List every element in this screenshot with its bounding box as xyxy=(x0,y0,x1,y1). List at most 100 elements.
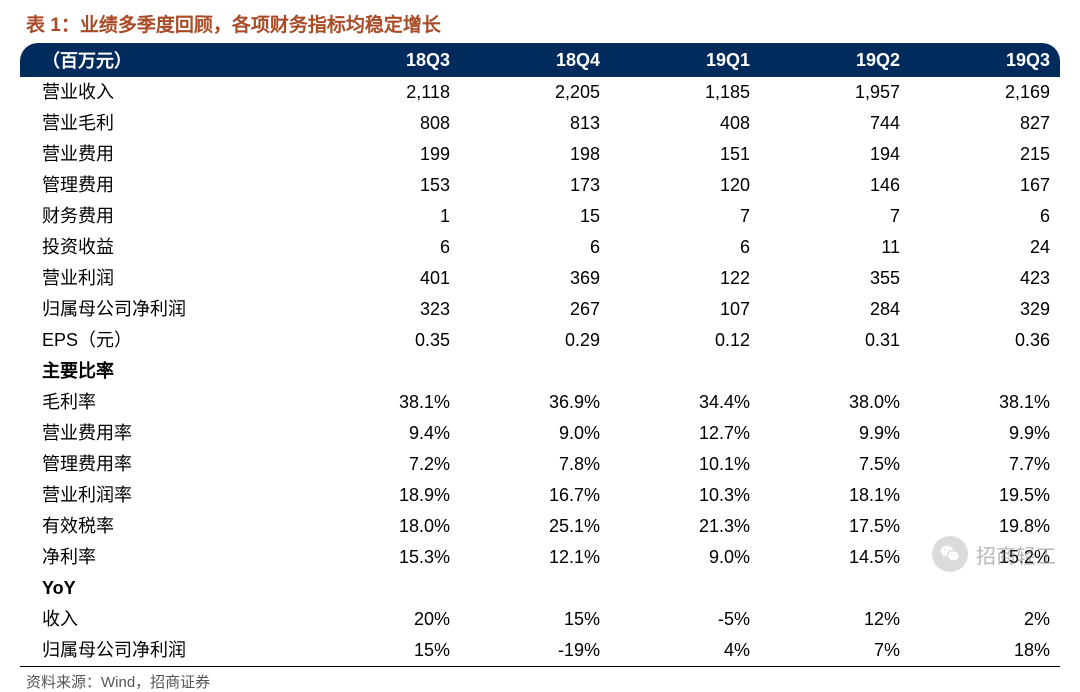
cell-value: -19% xyxy=(460,635,610,667)
row-label: 营业利润 xyxy=(20,263,310,294)
table-title: 表 1：业绩多季度回顾，各项财务指标均稳定增长 xyxy=(20,10,1060,37)
cell-value: 2,118 xyxy=(310,77,460,108)
cell-value: 122 xyxy=(610,263,760,294)
header-col: 18Q3 xyxy=(310,43,460,77)
cell-value: 19.5% xyxy=(910,480,1060,511)
cell-value: 329 xyxy=(910,294,1060,325)
table-row: 营业利润率18.9%16.7%10.3%18.1%19.5% xyxy=(20,480,1060,511)
cell-value: 215 xyxy=(910,139,1060,170)
row-label: 营业费用率 xyxy=(20,418,310,449)
cell-value: 21.3% xyxy=(610,511,760,542)
financial-table: （百万元） 18Q3 18Q4 19Q1 19Q2 19Q3 营业收入2,118… xyxy=(20,43,1060,667)
cell-value: 15.3% xyxy=(310,542,460,573)
cell-value: 267 xyxy=(460,294,610,325)
row-label: 营业收入 xyxy=(20,77,310,108)
table-row: 归属母公司净利润15%-19%4%7%18% xyxy=(20,635,1060,667)
row-label: EPS（元） xyxy=(20,325,310,356)
cell-value xyxy=(460,356,610,387)
row-label: 营业费用 xyxy=(20,139,310,170)
header-col: 19Q2 xyxy=(760,43,910,77)
cell-value: 18.0% xyxy=(310,511,460,542)
cell-value: 7% xyxy=(760,635,910,667)
cell-value xyxy=(610,573,760,604)
table-row: 主要比率 xyxy=(20,356,1060,387)
row-label: 管理费用 xyxy=(20,170,310,201)
wechat-icon xyxy=(932,536,968,572)
cell-value: 25.1% xyxy=(460,511,610,542)
cell-value: 38.1% xyxy=(910,387,1060,418)
cell-value: 401 xyxy=(310,263,460,294)
table-row: 毛利率38.1%36.9%34.4%38.0%38.1% xyxy=(20,387,1060,418)
source-text: 资料来源：Wind，招商证券 xyxy=(20,671,1060,692)
cell-value: 194 xyxy=(760,139,910,170)
table-row: 财务费用115776 xyxy=(20,201,1060,232)
cell-value: 14.5% xyxy=(760,542,910,573)
cell-value: 355 xyxy=(760,263,910,294)
cell-value: 423 xyxy=(910,263,1060,294)
cell-value: 199 xyxy=(310,139,460,170)
cell-value: 120 xyxy=(610,170,760,201)
row-label: 净利率 xyxy=(20,542,310,573)
cell-value: 146 xyxy=(760,170,910,201)
cell-value: 6 xyxy=(910,201,1060,232)
cell-value xyxy=(760,356,910,387)
cell-value: 167 xyxy=(910,170,1060,201)
cell-value: 408 xyxy=(610,108,760,139)
table-row: 投资收益6661124 xyxy=(20,232,1060,263)
cell-value: 7.2% xyxy=(310,449,460,480)
cell-value: 2,169 xyxy=(910,77,1060,108)
cell-value: 10.1% xyxy=(610,449,760,480)
row-label: 营业利润率 xyxy=(20,480,310,511)
cell-value xyxy=(310,573,460,604)
cell-value: 6 xyxy=(460,232,610,263)
cell-value: 0.36 xyxy=(910,325,1060,356)
cell-value: 1,185 xyxy=(610,77,760,108)
cell-value: 0.35 xyxy=(310,325,460,356)
cell-value xyxy=(610,356,760,387)
cell-value: 1,957 xyxy=(760,77,910,108)
cell-value: 18.1% xyxy=(760,480,910,511)
cell-value: 17.5% xyxy=(760,511,910,542)
table-row: 营业收入2,1182,2051,1851,9572,169 xyxy=(20,77,1060,108)
cell-value: 9.4% xyxy=(310,418,460,449)
cell-value: 369 xyxy=(460,263,610,294)
cell-value: 173 xyxy=(460,170,610,201)
table-row: 归属母公司净利润323267107284329 xyxy=(20,294,1060,325)
header-col: 19Q1 xyxy=(610,43,760,77)
table-row: 营业利润401369122355423 xyxy=(20,263,1060,294)
cell-value: 808 xyxy=(310,108,460,139)
row-label: 主要比率 xyxy=(20,356,310,387)
cell-value: 2,205 xyxy=(460,77,610,108)
row-label: 毛利率 xyxy=(20,387,310,418)
cell-value: 18.9% xyxy=(310,480,460,511)
row-label: 营业毛利 xyxy=(20,108,310,139)
cell-value: 744 xyxy=(760,108,910,139)
header-label: （百万元） xyxy=(20,43,310,77)
row-label: YoY xyxy=(20,573,310,604)
cell-value: 0.12 xyxy=(610,325,760,356)
table-row: 营业费用199198151194215 xyxy=(20,139,1060,170)
cell-value: 107 xyxy=(610,294,760,325)
cell-value: 151 xyxy=(610,139,760,170)
cell-value: 15% xyxy=(460,604,610,635)
cell-value xyxy=(910,356,1060,387)
cell-value: 7 xyxy=(610,201,760,232)
table-row: 有效税率18.0%25.1%21.3%17.5%19.8% xyxy=(20,511,1060,542)
cell-value xyxy=(760,573,910,604)
cell-value xyxy=(910,573,1060,604)
table-row: 营业费用率9.4%9.0%12.7%9.9%9.9% xyxy=(20,418,1060,449)
cell-value: 9.9% xyxy=(760,418,910,449)
table-body: 营业收入2,1182,2051,1851,9572,169营业毛利8088134… xyxy=(20,77,1060,667)
cell-value: 11 xyxy=(760,232,910,263)
cell-value: 24 xyxy=(910,232,1060,263)
cell-value: 38.1% xyxy=(310,387,460,418)
cell-value: 34.4% xyxy=(610,387,760,418)
cell-value: 20% xyxy=(310,604,460,635)
table-row: 收入20%15%-5%12%2% xyxy=(20,604,1060,635)
cell-value: 323 xyxy=(310,294,460,325)
cell-value: 813 xyxy=(460,108,610,139)
cell-value: 4% xyxy=(610,635,760,667)
cell-value: 36.9% xyxy=(460,387,610,418)
cell-value: 38.0% xyxy=(760,387,910,418)
cell-value: 827 xyxy=(910,108,1060,139)
